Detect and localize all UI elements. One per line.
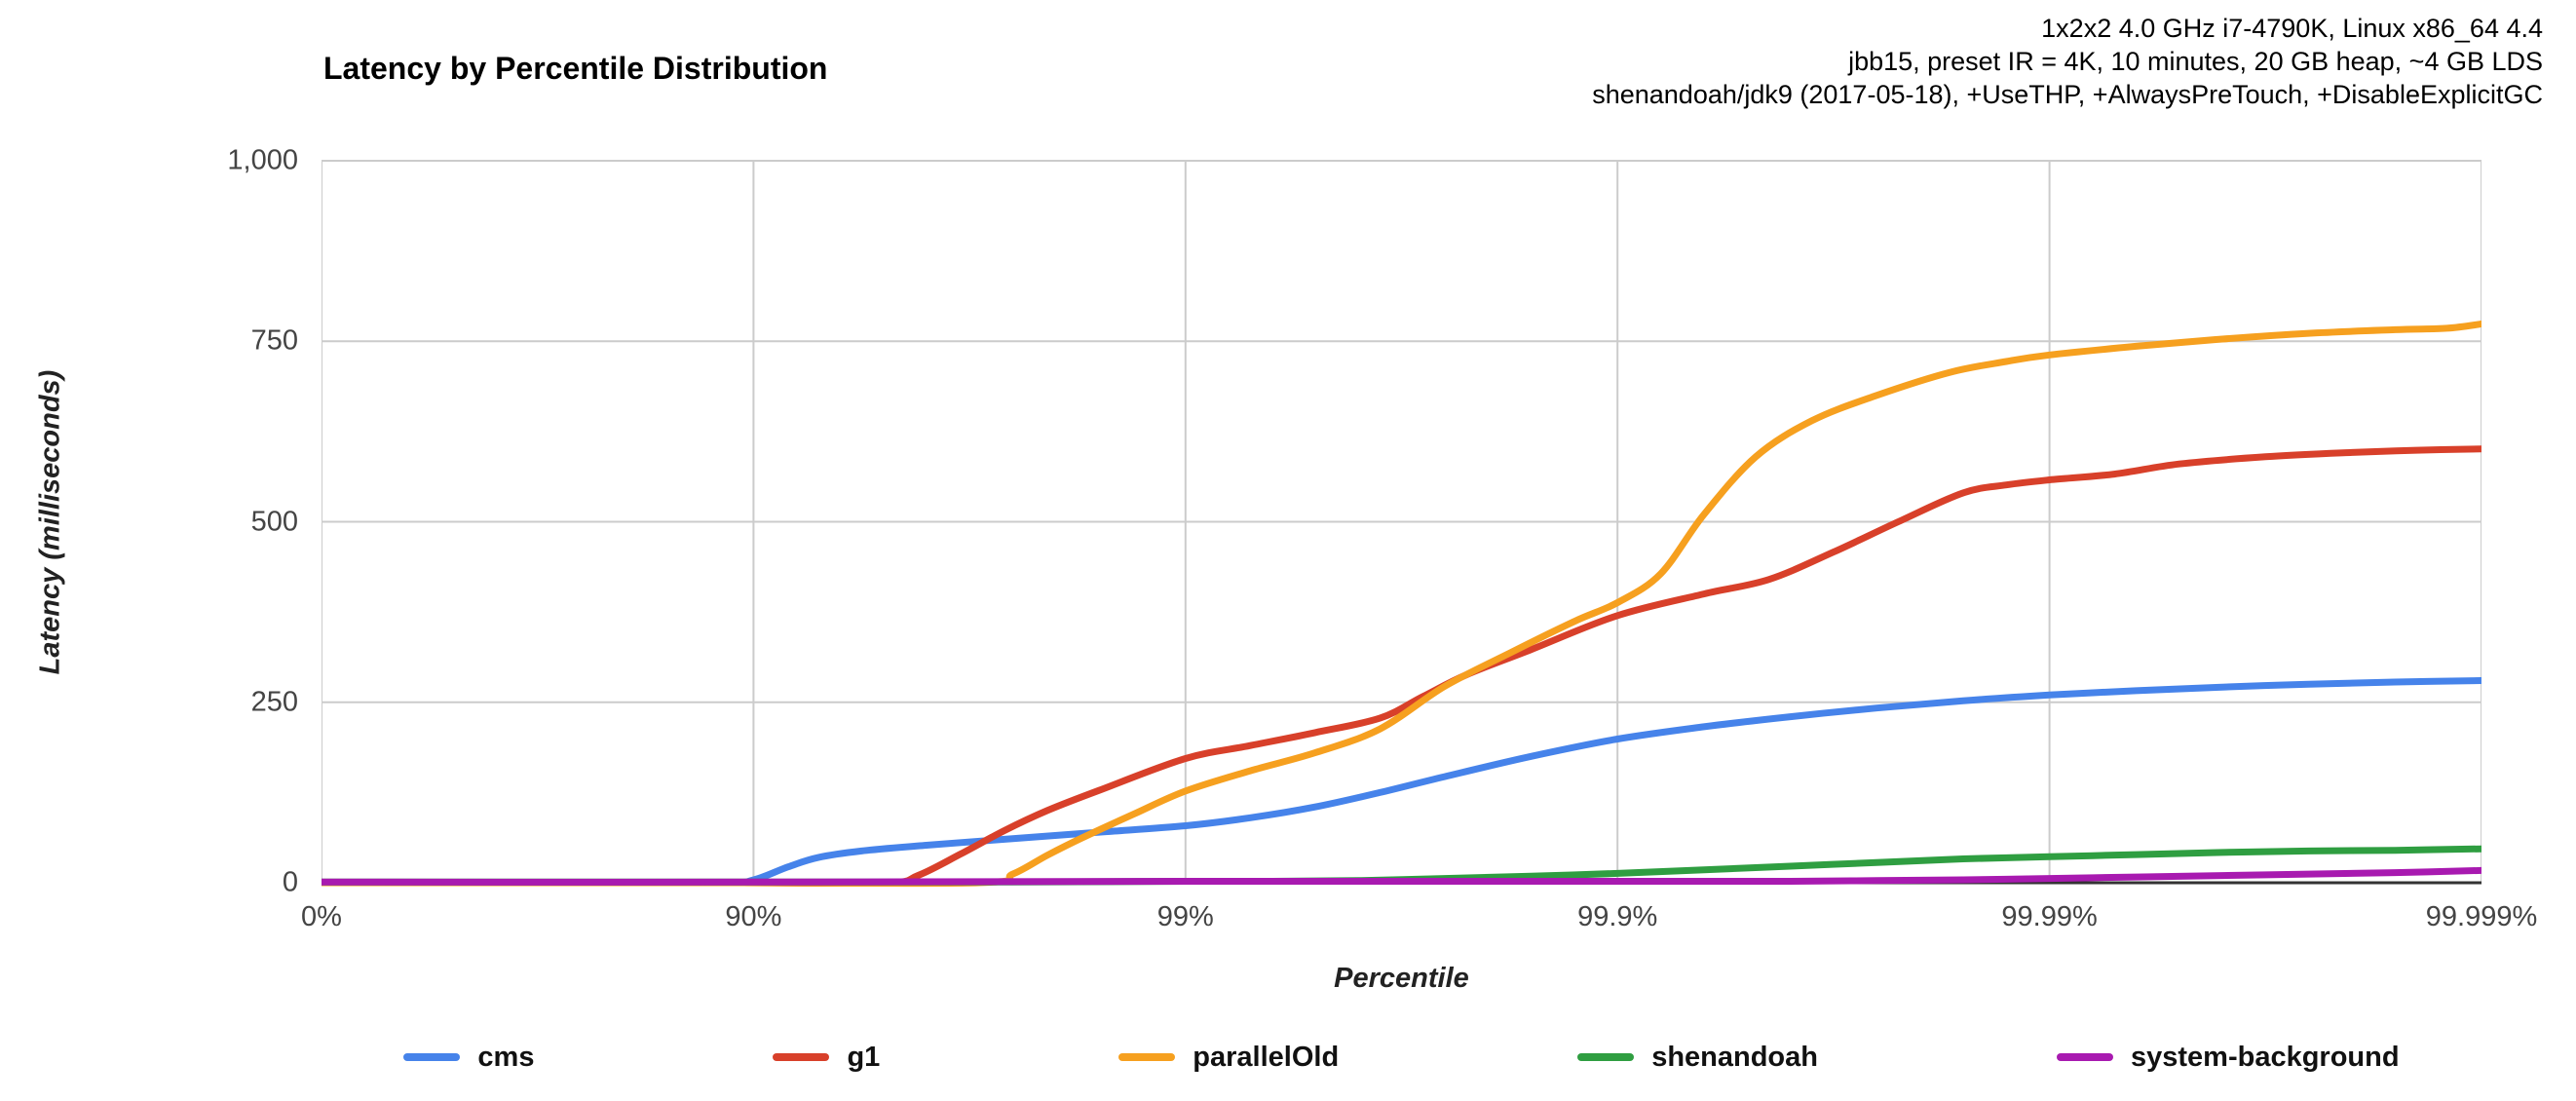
- y-tick-label-1,000: 1,000: [227, 144, 298, 176]
- x-tick-label-99.999%: 99.999%: [2425, 901, 2538, 932]
- plot-area: [322, 160, 2481, 888]
- legend-item-shenandoah: shenandoah: [1577, 1042, 1818, 1074]
- legend-swatch-system-background: [2057, 1053, 2113, 1061]
- header-note-line-1: 1x2x2 4.0 GHz i7-4790K, Linux x86_64 4.4: [2041, 14, 2543, 43]
- legend-item-system-background: system-background: [2057, 1042, 2400, 1074]
- legend-label-parallelOld: parallelOld: [1193, 1041, 1340, 1073]
- legend-swatch-g1: [773, 1053, 830, 1061]
- y-tick-label-0: 0: [282, 866, 298, 898]
- x-tick-label-90%: 90%: [725, 901, 782, 932]
- x-axis-title: Percentile: [1334, 963, 1469, 994]
- legend-swatch-shenandoah: [1577, 1053, 1635, 1061]
- y-tick-label-250: 250: [250, 686, 298, 718]
- x-tick-label-99.99%: 99.99%: [2001, 901, 2098, 932]
- legend-item-parallelOld: parallelOld: [1118, 1042, 1339, 1074]
- legend-label-g1: g1: [847, 1041, 881, 1073]
- header-note-line-3: shenandoah/jdk9 (2017-05-18), +UseTHP, +…: [1592, 80, 2543, 109]
- legend-swatch-cms: [403, 1053, 461, 1061]
- legend-label-cms: cms: [477, 1041, 535, 1073]
- y-tick-label-500: 500: [250, 506, 298, 537]
- legend-item-cms: cms: [403, 1042, 534, 1074]
- x-tick-label-99.9%: 99.9%: [1577, 901, 1658, 932]
- x-tick-label-99%: 99%: [1156, 901, 1214, 932]
- legend-swatch-parallelOld: [1118, 1053, 1176, 1061]
- legend: cms g1 parallelOld shenandoah system-backgro…: [322, 1031, 2481, 1083]
- series-line-g1: [322, 445, 2481, 888]
- header-notes: 1x2x2 4.0 GHz i7-4790K, Linux x86_64 4.4…: [1592, 12, 2543, 111]
- chart-title: Latency by Percentile Distribution: [323, 51, 828, 86]
- y-tick-label-750: 750: [250, 324, 298, 357]
- series-line-cms: [322, 677, 2481, 887]
- header-note-line-2: jbb15, preset IR = 4K, 10 minutes, 20 GB…: [1848, 47, 2543, 76]
- legend-item-g1: g1: [773, 1042, 880, 1074]
- legend-label-shenandoah: shenandoah: [1651, 1041, 1818, 1073]
- legend-label-system-background: system-background: [2131, 1041, 2400, 1073]
- series-line-system-background: [322, 866, 2481, 886]
- x-tick-label-0%: 0%: [301, 901, 342, 932]
- series-line-parallelOld: [322, 321, 2481, 888]
